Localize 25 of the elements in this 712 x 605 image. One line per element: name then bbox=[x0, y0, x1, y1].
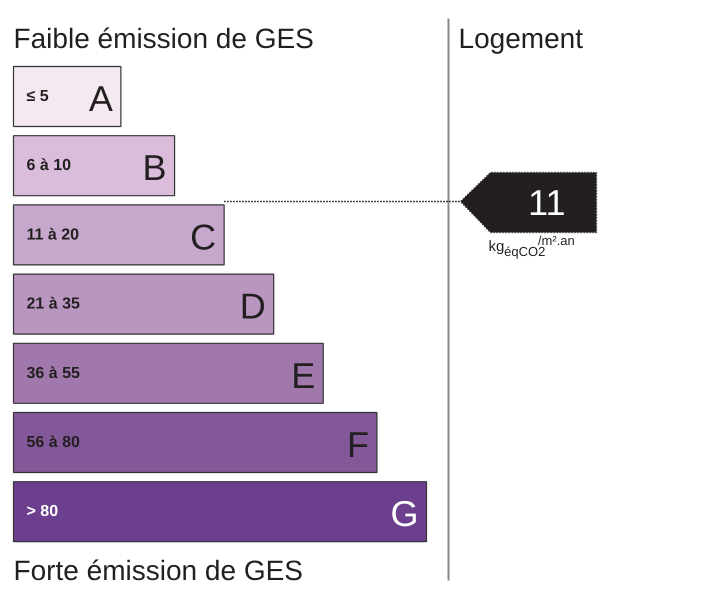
text: 11 bbox=[528, 182, 566, 223]
chart-title: Faible émission de GES bbox=[14, 23, 314, 54]
y-tick-label: G bbox=[390, 493, 419, 534]
bar bbox=[12, 412, 378, 474]
text: Logement bbox=[458, 23, 584, 54]
text: Forte émission de GES bbox=[14, 555, 303, 586]
y-tick-label: F bbox=[346, 424, 369, 465]
annotation: 21 à 35 bbox=[26, 296, 80, 313]
y-tick-label: B bbox=[142, 147, 167, 188]
bar bbox=[12, 481, 428, 542]
bar bbox=[12, 342, 324, 404]
bar bbox=[12, 274, 274, 335]
annotation: 11 à 20 bbox=[26, 226, 80, 244]
annotation: ≤ 5 bbox=[26, 88, 49, 105]
annotation: 56 à 80 bbox=[26, 434, 80, 451]
y-tick-label: E bbox=[291, 354, 316, 396]
bar bbox=[12, 135, 176, 196]
annotation: > 80 bbox=[26, 503, 58, 520]
bar bbox=[12, 204, 225, 266]
y-tick-label: C bbox=[190, 216, 216, 258]
bar bbox=[12, 66, 122, 128]
annotation: 6 à 10 bbox=[26, 157, 72, 174]
y-tick-label: D bbox=[240, 286, 266, 327]
annotation: 36 à 55 bbox=[26, 364, 80, 382]
y-tick-label: A bbox=[88, 78, 113, 119]
